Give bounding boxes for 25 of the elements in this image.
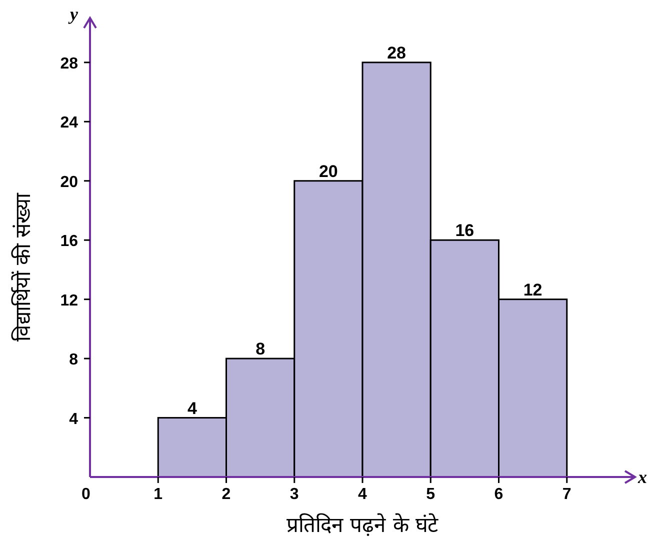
y-tick-label: 28 — [60, 55, 78, 72]
data-label: 20 — [318, 162, 338, 181]
x-tick-label: 2 — [222, 486, 231, 503]
x-tick-label: 5 — [426, 486, 436, 503]
text: y — [68, 4, 79, 24]
y-tick-label: 16 — [60, 233, 78, 250]
data-label: 8 — [256, 340, 266, 359]
y-tick-label: 24 — [60, 114, 78, 132]
data-label: 12 — [523, 280, 542, 300]
y-tick-label: 4 — [69, 410, 78, 428]
x-tick-label: 6 — [494, 486, 504, 503]
data-label: 4 — [187, 398, 198, 418]
x-tick-label: 4 — [358, 486, 368, 503]
data-label: 28 — [387, 43, 406, 62]
x-tick-label: 3 — [290, 486, 299, 503]
x-axis-title: प्रतिदिन पढ़ने के घंटे — [286, 513, 439, 537]
y-tick-label: 8 — [69, 352, 78, 369]
x-tick-label: 0 — [82, 486, 91, 503]
y-tick-label: 12 — [60, 292, 78, 310]
text: x — [637, 467, 647, 487]
x-tick-label: 7 — [562, 486, 572, 503]
y-tick-label: 20 — [60, 174, 78, 191]
x-tick-label: 1 — [154, 486, 163, 503]
data-label: 16 — [455, 221, 474, 240]
y-axis-title: विद्यार्थियों की संख्या — [11, 192, 35, 342]
